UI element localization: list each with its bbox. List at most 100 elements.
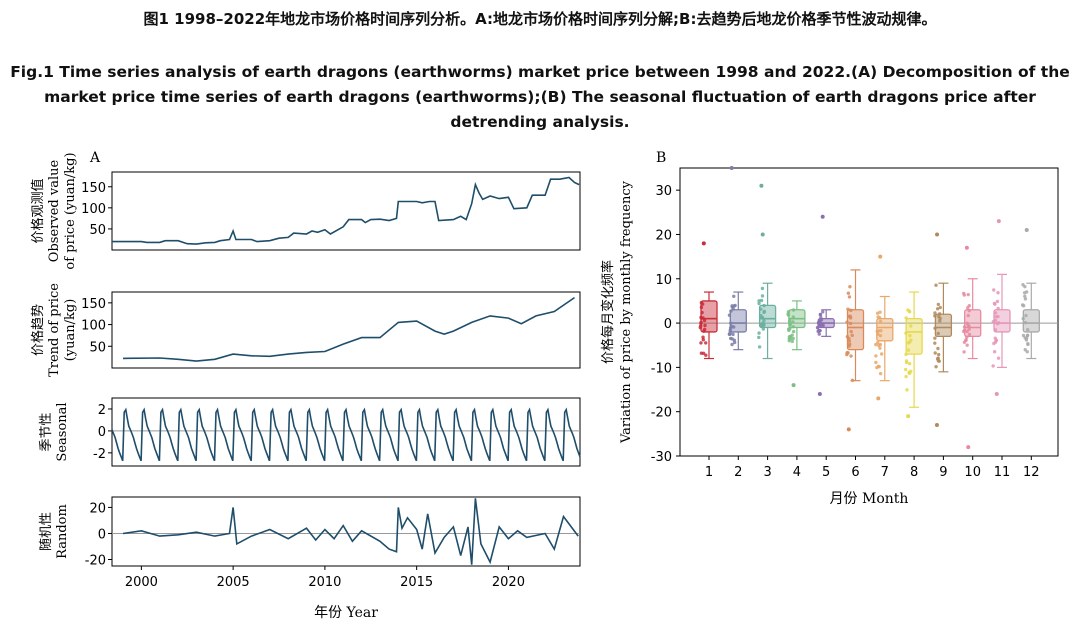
jitter-point: [964, 338, 968, 343]
x-tick-label: 1: [705, 465, 713, 480]
jitter-point: [818, 319, 822, 323]
jitter-point: [992, 350, 997, 354]
jitter-point: [702, 318, 707, 323]
box: [758, 304, 777, 329]
jitter-point: [757, 335, 761, 340]
jitter-point: [704, 341, 708, 345]
box: [876, 317, 894, 342]
jitter-point: [730, 324, 734, 329]
y-tick-label: 30: [655, 184, 672, 199]
x-tick-label: 2005: [217, 575, 250, 590]
y-axis-label: 价格趋势: [30, 304, 46, 356]
jitter-point: [935, 307, 940, 311]
y-axis-label: 价格观测值: [30, 178, 46, 243]
subplot-frame: [111, 171, 581, 251]
y-axis-label: 随机性: [39, 512, 54, 551]
jitter-point: [791, 320, 795, 324]
y-axis-label: Trend of price: [47, 283, 62, 377]
jitter-point: [934, 283, 938, 287]
jitter-point: [936, 331, 940, 336]
outlier-point: [760, 232, 765, 237]
jitter-point: [731, 332, 735, 337]
jitter-point: [847, 339, 851, 343]
jitter-point: [849, 354, 853, 358]
jitter-point: [992, 341, 996, 346]
jitter-point: [791, 329, 796, 334]
jitter-point: [1023, 294, 1027, 299]
jitter-point: [908, 340, 912, 344]
jitter-point: [994, 315, 998, 319]
y-tick-label: 100: [81, 319, 106, 334]
jitter-point: [933, 311, 937, 315]
jitter-point: [874, 360, 878, 365]
y-tick-label: 20: [89, 501, 106, 516]
jitter-point: [701, 338, 706, 342]
jitter-point: [904, 374, 908, 379]
jitter-point: [761, 327, 765, 331]
jitter-point: [757, 299, 761, 303]
figure-caption-english: Fig.1 Time series analysis of earth drag…: [10, 63, 1070, 131]
box: [905, 317, 923, 355]
jitter-point: [817, 328, 821, 333]
jitter-point: [962, 350, 966, 354]
y-axis-label: of price (yuan/kg): [63, 152, 78, 269]
x-tick-label: 11: [994, 465, 1011, 480]
jitter-point: [760, 321, 765, 326]
jitter-point: [1025, 333, 1030, 338]
jitter-point: [878, 333, 883, 338]
y-tick-label: 150: [81, 181, 106, 196]
jitter-point: [993, 311, 998, 315]
jitter-point: [992, 288, 996, 292]
jitter-point: [847, 314, 851, 319]
jitter-point: [821, 323, 825, 327]
jitter-point: [704, 353, 708, 357]
jitter-point: [791, 336, 795, 341]
jitter-point: [966, 292, 970, 297]
jitter-point: [878, 319, 883, 324]
jitter-point: [757, 331, 761, 335]
jitter-point: [732, 294, 736, 298]
y-tick-label: -30: [651, 450, 672, 465]
y-tick-label: -10: [651, 361, 672, 376]
y-tick-label: -20: [85, 553, 106, 568]
y-tick-label: -2: [93, 447, 106, 462]
outlier-point: [878, 254, 883, 259]
outlier-point: [996, 219, 1001, 224]
jitter-point: [1026, 341, 1030, 346]
x-tick-label: 2015: [400, 575, 433, 590]
subplot-frame: [111, 291, 581, 369]
jitter-point: [1024, 338, 1029, 342]
y-axis-label: Seasonal: [55, 402, 70, 461]
panel-b-label: B: [656, 150, 666, 166]
jitter-point: [937, 314, 941, 319]
y-axis-label: Observed value: [47, 160, 62, 263]
jitter-point: [1023, 297, 1028, 301]
jitter-point: [1021, 304, 1026, 308]
x-tick-label: 5: [822, 465, 830, 480]
jitter-point: [1023, 348, 1027, 352]
jitter-point: [787, 328, 791, 333]
box: [700, 300, 718, 333]
x-tick-label: 10: [964, 465, 981, 480]
box: [964, 309, 982, 338]
y-axis-label: Random: [55, 504, 70, 559]
jitter-point: [938, 305, 942, 310]
x-tick-label: 3: [763, 465, 771, 480]
outlier-point: [934, 422, 939, 427]
box: [846, 309, 865, 351]
jitter-point: [762, 309, 767, 314]
jitter-point: [966, 306, 970, 310]
jitter-point: [938, 319, 942, 323]
jitter-point: [1026, 328, 1030, 332]
jitter-point: [847, 295, 852, 299]
jitter-point: [759, 298, 764, 303]
outlier-point: [846, 427, 851, 432]
jitter-point: [936, 346, 940, 351]
box: [993, 309, 1011, 333]
jitter-point: [821, 310, 825, 314]
jitter-point: [903, 367, 908, 372]
x-tick-label: 2010: [308, 575, 341, 590]
jitter-point: [967, 332, 972, 337]
jitter-point: [879, 352, 884, 356]
outlier-point: [791, 383, 796, 388]
